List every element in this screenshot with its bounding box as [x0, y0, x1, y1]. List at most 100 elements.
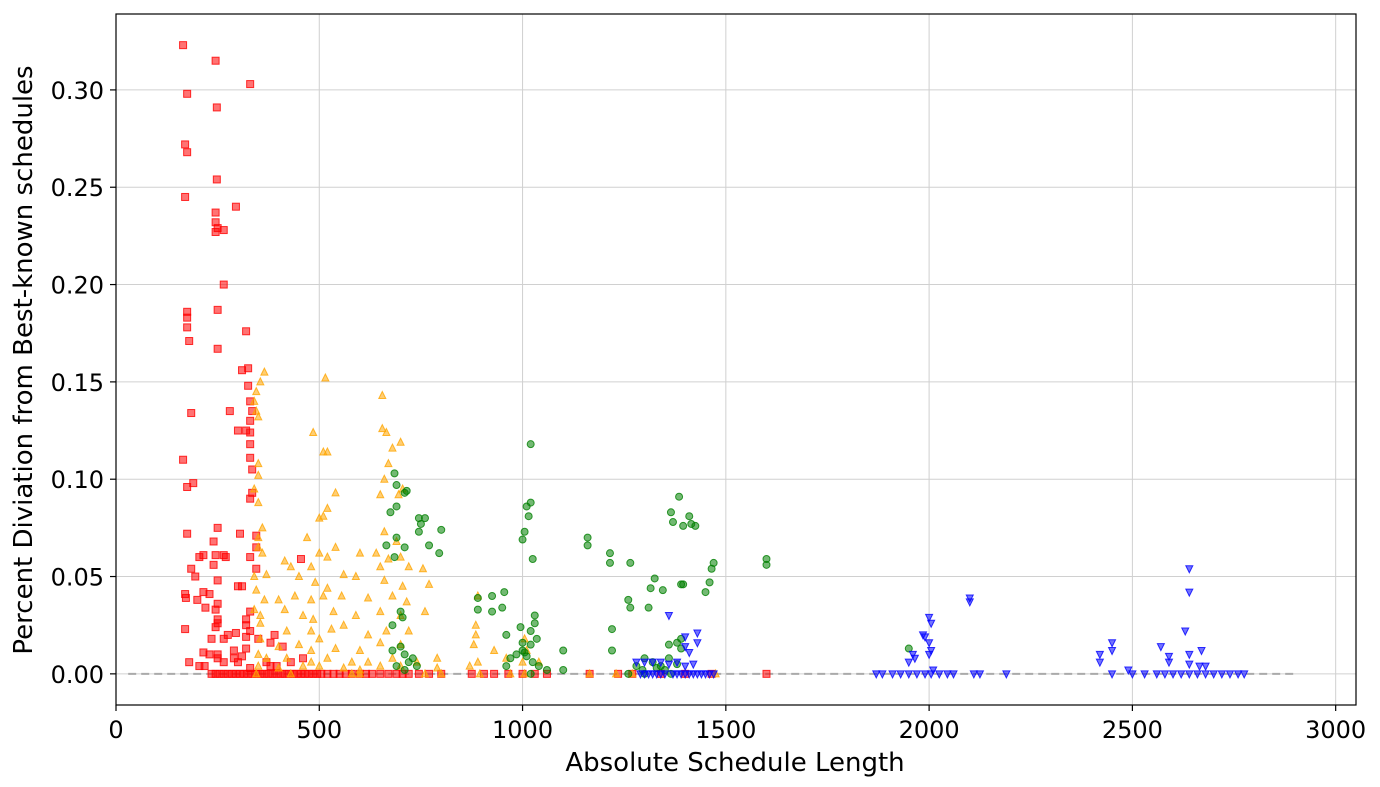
data-point-square — [296, 555, 305, 564]
data-point-triangle-up — [253, 532, 263, 542]
data-point-triangle-up — [282, 653, 292, 662]
data-point-triangle-up — [329, 606, 338, 616]
data-point-square — [209, 560, 218, 569]
data-point-triangle-up — [398, 581, 407, 590]
y-axis-ticks: 0.00 0.05 0.10 0.15 0.20 0.25 0.30 — [51, 77, 116, 689]
data-point-square — [246, 428, 255, 437]
data-point-circle — [626, 558, 635, 567]
data-point-circle — [534, 662, 543, 671]
data-point-triangle-up — [321, 372, 330, 382]
data-point-square — [246, 440, 255, 449]
data-point-circle — [705, 578, 714, 587]
data-point-triangle-up — [319, 446, 328, 456]
data-point-triangle-up — [382, 625, 391, 635]
data-point-triangle-up — [314, 548, 324, 557]
data-point-circle — [390, 469, 399, 478]
data-point-circle — [488, 591, 497, 600]
data-point-circle — [512, 650, 521, 659]
data-point-circle — [664, 640, 673, 649]
data-point-triangle-down — [693, 629, 702, 639]
data-point-square — [246, 453, 255, 462]
data-point-square — [231, 628, 240, 637]
data-point-square — [183, 148, 192, 157]
data-point-triangle-down — [1209, 670, 1219, 679]
data-point-square — [213, 523, 222, 532]
data-point-square — [414, 669, 423, 678]
data-point-triangle-up — [432, 653, 442, 662]
data-point-triangle-down — [1180, 627, 1190, 637]
data-point-triangle-up — [280, 555, 290, 565]
data-point-square — [490, 669, 499, 678]
data-point-triangle-down — [1164, 652, 1174, 662]
data-point-triangle-up — [375, 606, 385, 616]
data-point-circle — [400, 543, 409, 552]
data-points — [179, 41, 1249, 679]
data-point-triangle-up — [432, 662, 442, 672]
data-point-triangle-down — [680, 662, 690, 672]
data-point-triangle-up — [306, 594, 316, 604]
data-point-square — [242, 632, 251, 641]
data-point-triangle-up — [384, 553, 393, 563]
data-point-triangle-up — [319, 511, 328, 520]
data-point-circle — [528, 555, 537, 564]
data-point-triangle-up — [337, 590, 346, 600]
data-point-circle — [526, 669, 535, 678]
data-point-circle — [624, 595, 633, 604]
data-point-triangle-down — [949, 670, 958, 679]
data-point-triangle-down — [1095, 650, 1105, 660]
data-point-triangle-up — [253, 660, 263, 670]
data-point-triangle-up — [323, 583, 332, 592]
data-point-triangle-up — [371, 548, 381, 557]
data-point-triangle-up — [274, 641, 283, 651]
data-point-circle — [583, 533, 592, 542]
data-point-square — [187, 409, 196, 418]
data-point-square — [211, 228, 220, 237]
y-tick-label: 0.00 — [51, 661, 104, 689]
data-point-triangle-up — [375, 489, 385, 499]
data-point-triangle-down — [1168, 670, 1178, 679]
data-point-triangle-down — [648, 658, 657, 668]
data-point-triangle-up — [256, 376, 265, 386]
data-point-square — [242, 327, 251, 336]
data-point-triangle-down — [878, 670, 887, 679]
data-point-triangle-down — [689, 660, 698, 670]
data-point-square — [183, 529, 192, 538]
data-point-square — [286, 658, 295, 667]
data-point-triangle-down — [904, 670, 914, 679]
data-point-circle — [502, 662, 511, 671]
data-point-triangle-up — [256, 618, 265, 627]
data-point-triangle-up — [280, 604, 290, 614]
data-point-triangle-down — [660, 670, 670, 679]
data-point-circle — [679, 521, 688, 530]
data-point-triangle-up — [253, 458, 263, 468]
data-point-circle — [412, 662, 421, 671]
data-point-triangle-up — [327, 623, 336, 633]
data-point-triangle-up — [253, 649, 263, 658]
data-point-triangle-up — [469, 639, 479, 649]
data-point-triangle-up — [380, 474, 389, 483]
data-point-triangle-up — [351, 571, 361, 581]
y-tick-label: 0.20 — [51, 272, 104, 300]
data-point-circle — [583, 541, 592, 550]
data-point-triangle-down — [920, 633, 930, 642]
data-point-square — [207, 634, 216, 643]
data-point-square — [299, 654, 308, 663]
data-point-triangle-up — [306, 561, 316, 571]
data-point-triangle-down — [1107, 639, 1117, 648]
data-point-circle — [528, 658, 537, 667]
y-tick-label: 0.15 — [51, 369, 104, 397]
data-point-triangle-down — [1107, 646, 1117, 656]
data-point-square — [229, 654, 238, 663]
data-point-triangle-up — [384, 458, 393, 468]
data-point-circle — [392, 533, 401, 542]
data-point-circle — [701, 588, 710, 597]
data-point-triangle-down — [1185, 670, 1194, 679]
data-point-triangle-down — [1185, 650, 1194, 660]
data-point-triangle-down — [644, 670, 653, 679]
data-point-circle — [392, 481, 401, 490]
data-point-circle — [530, 619, 539, 628]
data-point-triangle-up — [319, 590, 328, 600]
data-point-circle — [416, 519, 425, 528]
data-point-circle — [626, 603, 635, 612]
data-point-square — [181, 593, 190, 602]
